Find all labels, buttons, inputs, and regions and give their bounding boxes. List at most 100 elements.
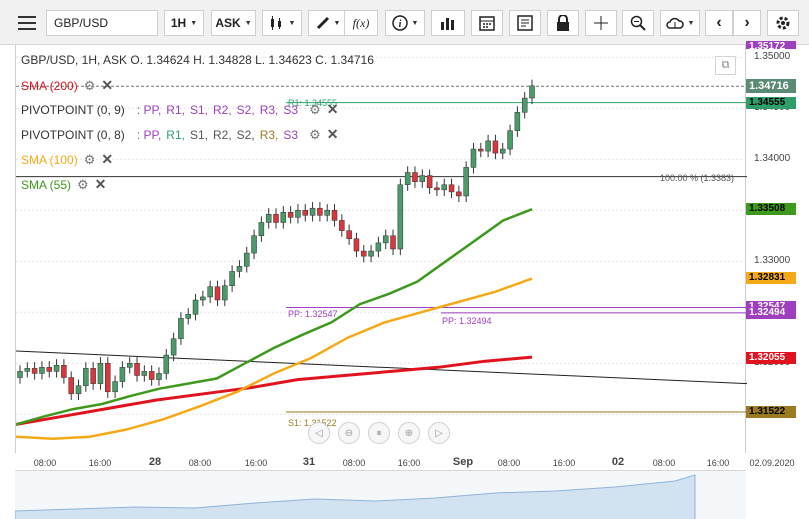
time-tick: 08:00 — [652, 458, 676, 468]
ohlc-legend: GBP/USD, 1H, ASK O. 1.34624 H. 1.34828 L… — [21, 53, 374, 67]
candle-body — [222, 285, 228, 301]
scroll-right-icon[interactable]: ▷ — [428, 422, 450, 444]
candle-body — [390, 235, 396, 250]
close-icon[interactable]: ✕ — [101, 77, 114, 93]
reset-icon[interactable]: ⏸ — [368, 422, 390, 444]
lock-icon — [556, 15, 570, 31]
trend-line — [16, 350, 747, 385]
chart-toolbar: 1H▼ ASK▼ ▼ ▼ f(x) i▼ ▼ ‹ › — [0, 0, 809, 45]
candle-body — [258, 222, 265, 236]
bar-chart-icon — [440, 16, 456, 30]
overview-chart — [14, 474, 696, 519]
close-icon[interactable]: ✕ — [326, 126, 339, 142]
legend-pivot8: PIVOTPOINT (0, 8) : PP, R1, S1, R2, S2, R3, S3… — [21, 126, 338, 143]
candle-body — [485, 140, 491, 152]
r1-level-label: R1: 1.34555 — [288, 98, 338, 108]
ohlc-text: GBP/USD, 1H, ASK O. 1.34624 H. 1.34828 L… — [21, 53, 374, 67]
indicators-button[interactable]: f(x) — [344, 10, 378, 36]
info-button[interactable]: i ▼ — [385, 10, 425, 36]
crosshair-icon — [593, 15, 609, 31]
legend-sma55: SMA (55) ⚙ ✕ — [21, 176, 106, 193]
volume-button[interactable] — [431, 10, 465, 36]
candle-body — [441, 184, 447, 191]
pivot-r3: R3, — [259, 127, 279, 142]
candle-body — [178, 318, 184, 340]
candle-body — [456, 191, 462, 197]
close-icon[interactable]: ✕ — [326, 101, 339, 117]
timeframe-dropdown[interactable]: 1H ▼ — [164, 10, 204, 36]
crosshair-button[interactable] — [585, 10, 617, 36]
candle-body — [163, 354, 170, 374]
price-type-dropdown[interactable]: ASK ▼ — [211, 10, 256, 36]
pivot-r1: R1, — [166, 127, 185, 142]
price-tick: 1.34000 — [754, 153, 791, 165]
candle-body — [309, 207, 316, 216]
pivot8-label: PIVOTPOINT (0, 8) — [21, 127, 125, 142]
candle-body — [39, 367, 45, 374]
candle-body — [17, 371, 23, 378]
candle-body — [368, 250, 374, 257]
zoom-out-icon[interactable]: ⊖ — [338, 422, 360, 444]
prev-button[interactable]: ‹ — [705, 10, 733, 36]
drawing-tools-button[interactable]: ▼ — [308, 10, 348, 36]
zoom-button[interactable] — [622, 10, 654, 36]
candle-body — [75, 385, 82, 395]
sma100-price-box: 1.32831 — [746, 272, 796, 285]
gear-icon[interactable]: ⚙ — [83, 77, 96, 93]
chevron-down-icon: ▼ — [333, 19, 341, 27]
chevron-down-icon: ▼ — [244, 19, 252, 27]
time-tick: 08:00 — [497, 458, 521, 468]
candle-body — [331, 209, 338, 221]
gear-icon[interactable]: ⚙ — [309, 126, 321, 142]
candle-body — [287, 212, 294, 218]
next-button[interactable]: › — [733, 10, 761, 36]
candle-body — [295, 209, 301, 218]
chart-type-button[interactable]: ▼ — [262, 10, 302, 36]
overview-navigator[interactable] — [14, 470, 746, 519]
expand-icon[interactable]: ⧉ — [715, 56, 736, 75]
calendar-button[interactable] — [471, 10, 503, 36]
share-button[interactable]: ▼ — [660, 10, 700, 36]
candle-body — [499, 148, 506, 154]
pivot-r2: R2, — [212, 102, 232, 117]
sma55-label: SMA (55) — [21, 177, 72, 192]
legend-pivot9: PIVOTPOINT (0, 9) : PP, R1, S1, R2, S2, R3, S3… — [21, 101, 338, 118]
candle-body — [478, 148, 484, 152]
scroll-left-icon[interactable]: ◁ — [308, 422, 330, 444]
pencil-icon — [316, 16, 330, 30]
chart-navigation: ◁ ⊖ ⏸ ⊕ ▷ — [308, 422, 450, 444]
candle-body — [46, 367, 53, 372]
candle-body — [148, 371, 155, 380]
settings-button[interactable] — [767, 10, 799, 36]
time-tick: 16:00 — [397, 458, 421, 468]
gear-icon[interactable]: ⚙ — [309, 101, 321, 117]
chevron-left-icon: ‹ — [716, 14, 722, 31]
candle-body — [105, 362, 111, 393]
pivot9-label: PIVOTPOINT (0, 9) — [21, 102, 125, 117]
document-button[interactable] — [509, 10, 541, 36]
price-tick: 1.35000 — [754, 51, 791, 63]
candle-body — [448, 184, 455, 193]
candle-body — [61, 365, 67, 378]
close-icon[interactable]: ✕ — [101, 151, 114, 167]
zoom-in-icon[interactable]: ⊕ — [398, 422, 420, 444]
candle-body — [192, 299, 199, 315]
legend-sma200: SMA (200) ⚙ ✕ — [21, 77, 113, 94]
pp1-level-label: PP: 1.32547 — [288, 309, 338, 319]
gear-icon[interactable]: ⚙ — [83, 151, 96, 167]
chart-area[interactable] — [15, 45, 747, 453]
candle-body — [339, 220, 345, 231]
gear-icon[interactable]: ⚙ — [77, 176, 89, 192]
candle-body — [382, 235, 389, 244]
time-tick: 31 — [302, 456, 316, 468]
r1-price-box: 1.34555 — [746, 96, 796, 109]
s1-price-box: 1.31522 — [746, 405, 796, 418]
candle-body — [119, 367, 126, 382]
lock-button[interactable] — [547, 10, 579, 36]
time-tick: 02.09.2020 — [749, 458, 795, 468]
hamburger-menu-icon[interactable] — [12, 10, 42, 36]
close-icon[interactable]: ✕ — [94, 176, 107, 192]
pivot-s2: S2, — [236, 127, 255, 142]
candle-body — [280, 212, 287, 223]
symbol-input[interactable] — [46, 10, 158, 36]
